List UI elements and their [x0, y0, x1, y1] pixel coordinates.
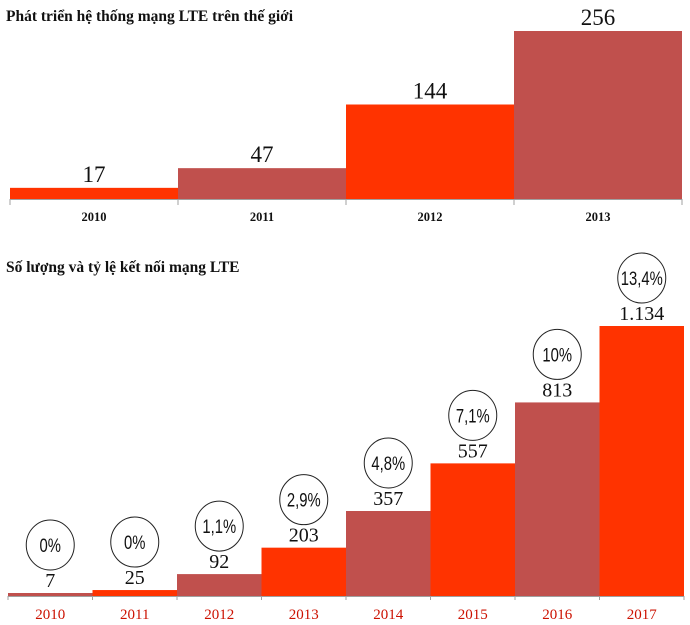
data-label: 203	[289, 525, 319, 547]
x-tick-label: 2013	[586, 210, 611, 224]
x-tick-label: 2013	[289, 607, 319, 623]
x-tick-label: 2011	[120, 607, 149, 623]
chart-2-plot: 7 2010 0% 25 2011 0% 92 2012 1,1% 203 2013 2,9% 357 2…	[7, 252, 685, 623]
percent-bubble	[25, 519, 75, 571]
bar	[346, 104, 514, 199]
percent-bubble	[363, 437, 413, 489]
percent-bubble	[617, 252, 667, 304]
x-tick-label: 2012	[204, 607, 234, 623]
percent-bubble	[110, 516, 160, 568]
data-label: 144	[413, 79, 448, 104]
bar	[8, 593, 93, 596]
x-tick-label: 2015	[458, 607, 488, 623]
percent-bubble	[532, 328, 582, 380]
bar	[515, 402, 600, 596]
data-label: 25	[125, 567, 145, 589]
x-tick-label: 2014	[373, 607, 404, 623]
bar	[178, 168, 346, 199]
bar	[261, 547, 346, 596]
chart-2-title: Số lượng và tỷ lệ kết nối mạng LTE	[6, 259, 240, 276]
x-tick-label: 2017	[627, 607, 658, 623]
data-label: 7	[45, 570, 55, 592]
bar	[177, 574, 262, 596]
percent-label: 10%	[542, 345, 572, 366]
x-tick-label: 2010	[35, 607, 65, 623]
percent-label: 0%	[40, 535, 61, 556]
percent-label: 1,1%	[202, 516, 236, 537]
chart-1-plot: 17 2010 47 2011 144 2012 256 2013	[9, 5, 683, 224]
percent-label: 13,4%	[621, 268, 663, 289]
data-label: 92	[209, 551, 229, 573]
percent-label: 7,1%	[456, 406, 490, 427]
x-tick-label: 2010	[82, 210, 107, 224]
data-label: 47	[251, 142, 274, 167]
percent-bubble	[279, 474, 329, 526]
x-tick-label: 2011	[250, 210, 274, 224]
bar	[346, 511, 431, 596]
percent-label: 2,9%	[287, 490, 321, 511]
percent-label: 0%	[124, 532, 145, 553]
bar	[430, 463, 515, 596]
data-label: 813	[542, 379, 572, 401]
chart-1-title: Phát triển hệ thống mạng LTE trên thế gi…	[6, 8, 294, 25]
data-label: 357	[373, 488, 403, 510]
percent-label: 4,8%	[371, 453, 405, 474]
data-label: 256	[581, 5, 616, 30]
data-label: 557	[458, 440, 488, 462]
x-tick-label: 2016	[542, 607, 573, 623]
data-label: 1.134	[619, 303, 664, 325]
percent-bubble	[194, 500, 244, 552]
percent-bubble	[448, 389, 498, 441]
bar	[599, 326, 684, 596]
bar	[514, 31, 682, 199]
data-label: 17	[83, 162, 106, 187]
bar	[92, 590, 177, 596]
x-tick-label: 2012	[418, 210, 443, 224]
bar	[10, 187, 178, 199]
